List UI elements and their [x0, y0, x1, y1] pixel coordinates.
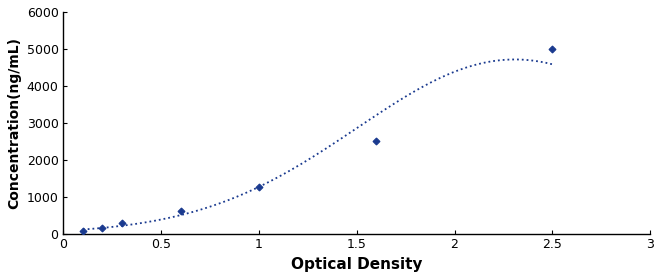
- X-axis label: Optical Density: Optical Density: [291, 257, 422, 272]
- Y-axis label: Concentration(ng/mL): Concentration(ng/mL): [7, 37, 21, 209]
